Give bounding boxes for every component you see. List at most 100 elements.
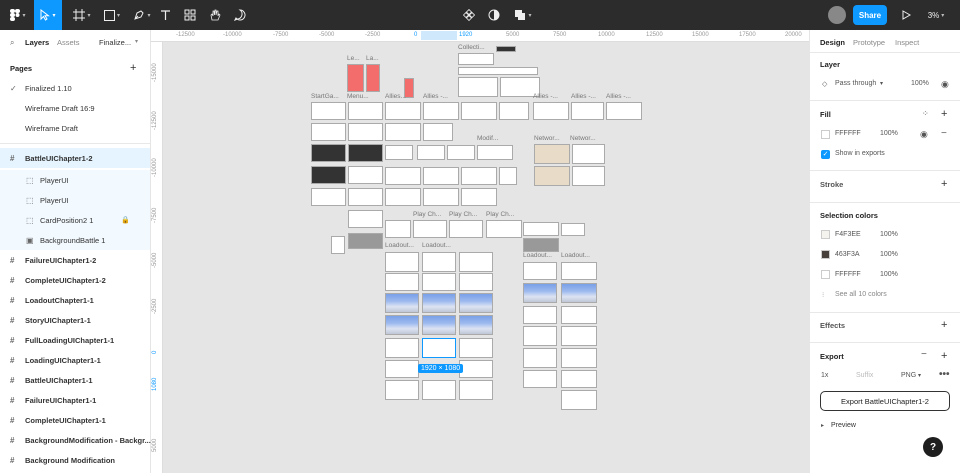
present-button[interactable]: [898, 0, 914, 30]
frame-thumbnail[interactable]: [348, 123, 383, 141]
frame-thumbnail[interactable]: [348, 102, 383, 120]
remove-export-icon[interactable]: −: [921, 349, 927, 360]
fill-swatch[interactable]: [821, 130, 830, 139]
frame-thumbnail[interactable]: [561, 262, 597, 280]
frame-thumbnail[interactable]: [523, 306, 557, 324]
export-button[interactable]: Export BattleUIChapter1-2: [820, 391, 950, 411]
share-button[interactable]: Share: [853, 5, 887, 25]
tab-page-name[interactable]: Finalize...: [99, 38, 132, 47]
layer-item[interactable]: ▣ BackgroundBattle 1: [0, 230, 150, 250]
export-format-select[interactable]: PNG: [901, 372, 917, 379]
fill-opacity-input[interactable]: 100%: [880, 130, 898, 137]
frame-thumbnail[interactable]: [413, 220, 447, 238]
color-opacity[interactable]: 100%: [880, 251, 898, 258]
frame-thumbnail[interactable]: [459, 273, 493, 291]
frame-thumbnail[interactable]: [331, 236, 345, 254]
frame-thumbnail[interactable]: [459, 293, 493, 313]
layer-item[interactable]: ⬚ PlayerUI: [0, 190, 150, 210]
layer-item[interactable]: # CompleteUIChapter1-2: [10, 275, 106, 285]
layer-item[interactable]: ⬚ PlayerUI: [0, 170, 150, 190]
tab-prototype[interactable]: Prototype: [853, 38, 886, 47]
color-swatch[interactable]: [821, 270, 830, 279]
pen-tool-button[interactable]: ▾: [128, 0, 156, 30]
frame-thumbnail[interactable]: [459, 338, 493, 358]
frame-thumbnail[interactable]: [561, 326, 597, 346]
frame-thumbnail[interactable]: [366, 64, 380, 92]
frame-thumbnail[interactable]: [523, 238, 559, 252]
add-stroke-icon[interactable]: +: [941, 178, 948, 190]
frame-thumbnail[interactable]: [561, 390, 597, 410]
frame-thumbnail[interactable]: [449, 220, 483, 238]
frame-thumbnail[interactable]: [348, 188, 383, 206]
mask-button[interactable]: [485, 0, 503, 30]
color-swatch[interactable]: [821, 230, 830, 239]
text-tool-button[interactable]: [156, 0, 174, 30]
frame-thumbnail[interactable]: [385, 102, 421, 120]
frame-thumbnail[interactable]: [561, 348, 597, 368]
tab-inspect[interactable]: Inspect: [895, 38, 920, 47]
frame-thumbnail[interactable]: [534, 166, 570, 186]
frame-thumbnail[interactable]: [461, 102, 497, 120]
layer-item[interactable]: # LoadoutChapter1-1: [10, 295, 94, 305]
boolean-button[interactable]: ▾: [510, 0, 536, 30]
frame-thumbnail[interactable]: [561, 223, 585, 236]
page-item[interactable]: Wireframe Draft: [25, 123, 78, 133]
more-options-icon[interactable]: •••: [939, 369, 950, 380]
zoom-menu[interactable]: 3% ▾: [927, 10, 945, 20]
frame-thumbnail[interactable]: [458, 77, 498, 97]
frame-thumbnail[interactable]: [447, 145, 475, 160]
add-effect-icon[interactable]: +: [941, 319, 948, 331]
frame-thumbnail[interactable]: [423, 188, 459, 206]
frame-thumbnail[interactable]: [500, 77, 540, 97]
layer-opacity-input[interactable]: 100%: [911, 80, 929, 87]
frame-thumbnail[interactable]: [347, 64, 364, 92]
tab-layers[interactable]: Layers: [25, 38, 50, 47]
eye-icon[interactable]: ◉: [941, 79, 949, 89]
frame-thumbnail[interactable]: [311, 166, 346, 184]
frame-thumbnail[interactable]: [459, 360, 493, 378]
see-all-colors-link[interactable]: See all 10 colors: [835, 291, 887, 298]
frame-thumbnail[interactable]: [422, 293, 456, 313]
frame-thumbnail[interactable]: [385, 380, 419, 400]
remove-fill-icon[interactable]: −: [941, 128, 947, 139]
frame-thumbnail[interactable]: [385, 123, 421, 141]
layer-item[interactable]: # CompleteUIChapter1-1: [10, 415, 106, 425]
tab-assets[interactable]: Assets: [57, 38, 80, 47]
export-scale-select[interactable]: 1x: [821, 372, 829, 379]
frame-thumbnail[interactable]: [385, 167, 421, 185]
layer-item[interactable]: # FailureUIChapter1-2: [10, 255, 97, 265]
add-page-icon[interactable]: +: [130, 62, 137, 74]
layer-item[interactable]: # BattleUIChapter1-1: [10, 375, 93, 385]
frame-thumbnail[interactable]: [311, 102, 346, 120]
show-in-exports-checkbox[interactable]: ✓: [821, 150, 830, 159]
frame-thumbnail[interactable]: [606, 102, 642, 120]
frame-thumbnail[interactable]: [311, 123, 346, 141]
resources-button[interactable]: [180, 0, 200, 30]
layer-item[interactable]: ⬚ CardPosition2 1 🔒: [0, 210, 150, 230]
frame-thumbnail[interactable]: [423, 167, 459, 185]
frame-thumbnail[interactable]: [385, 252, 419, 272]
frame-thumbnail[interactable]: [458, 53, 494, 65]
color-hex[interactable]: 463F3A: [835, 251, 860, 258]
frame-thumbnail[interactable]: [499, 102, 529, 120]
frame-thumbnail[interactable]: [561, 306, 597, 324]
frame-thumbnail[interactable]: [348, 166, 383, 184]
layer-item[interactable]: # LoadingUIChapter1-1: [10, 355, 101, 365]
frame-thumbnail[interactable]: [417, 145, 445, 160]
color-hex[interactable]: F4F3EE: [835, 231, 861, 238]
frame-thumbnail[interactable]: [311, 188, 346, 206]
page-item[interactable]: ✓ Finalized 1.10: [10, 83, 72, 93]
color-opacity[interactable]: 100%: [880, 231, 898, 238]
help-button[interactable]: ?: [923, 437, 943, 457]
hand-tool-button[interactable]: [205, 0, 225, 30]
frame-thumbnail[interactable]: [311, 144, 346, 162]
frame-thumbnail[interactable]: [534, 144, 570, 164]
frame-thumbnail[interactable]: [561, 370, 597, 388]
frame-thumbnail[interactable]: [477, 145, 513, 160]
frame-thumbnail[interactable]: [496, 46, 516, 52]
frame-thumbnail[interactable]: [422, 315, 456, 335]
canvas[interactable]: -12500 -10000 -7500 -5000 -2500 0 1920 5…: [151, 30, 809, 473]
layer-item[interactable]: # FullLoadingUIChapter1-1: [10, 335, 115, 345]
frame-thumbnail[interactable]: [461, 188, 497, 206]
page-item[interactable]: Wireframe Draft 16:9: [25, 103, 95, 113]
